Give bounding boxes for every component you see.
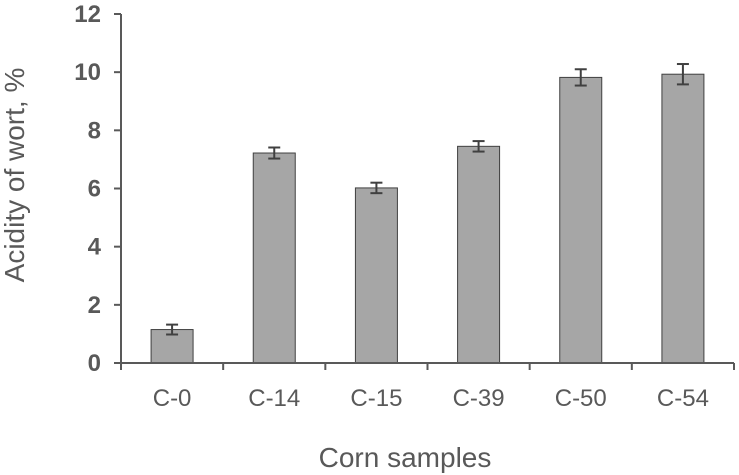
y-tick-label: 4 — [88, 234, 102, 261]
error-bar-C-54 — [676, 63, 689, 86]
x-tick-label: C-0 — [153, 385, 192, 412]
error-bars-group — [166, 63, 689, 336]
y-tick-label: 2 — [88, 292, 101, 319]
x-tick-label: C-39 — [453, 385, 505, 412]
x-tick-label: C-54 — [657, 385, 709, 412]
error-bar-C-15 — [370, 181, 383, 195]
axes-group — [114, 13, 735, 370]
error-bar-C-0 — [166, 323, 179, 336]
y-tick-label: 10 — [74, 59, 101, 86]
y-tick-label: 0 — [88, 350, 101, 377]
x-tick-label: C-14 — [248, 385, 300, 412]
y-tick-labels: 0 2 4 6 8 10 12 — [74, 1, 101, 377]
x-axis-title: Corn samples — [319, 442, 492, 473]
y-axis-title: Acidity of wort, % — [0, 68, 30, 283]
bar-C-15 — [354, 187, 398, 364]
y-tick-label: 8 — [88, 117, 101, 144]
error-bar-C-50 — [574, 68, 587, 87]
y-tick-label: 6 — [88, 176, 101, 203]
error-bar-C-39 — [472, 140, 485, 153]
x-tick-label: C-50 — [555, 385, 607, 412]
y-tick-label: 12 — [74, 1, 101, 28]
bars-group — [150, 73, 705, 364]
x-tick-label: C-15 — [350, 385, 402, 412]
bar-C-39 — [457, 145, 501, 364]
x-tick-labels: C-0 C-14 C-15 C-39 C-50 C-54 — [153, 385, 709, 412]
bar-C-50 — [559, 76, 603, 364]
bar-C-54 — [661, 73, 705, 364]
bar-C-14 — [252, 152, 296, 364]
error-bar-C-14 — [268, 146, 281, 160]
